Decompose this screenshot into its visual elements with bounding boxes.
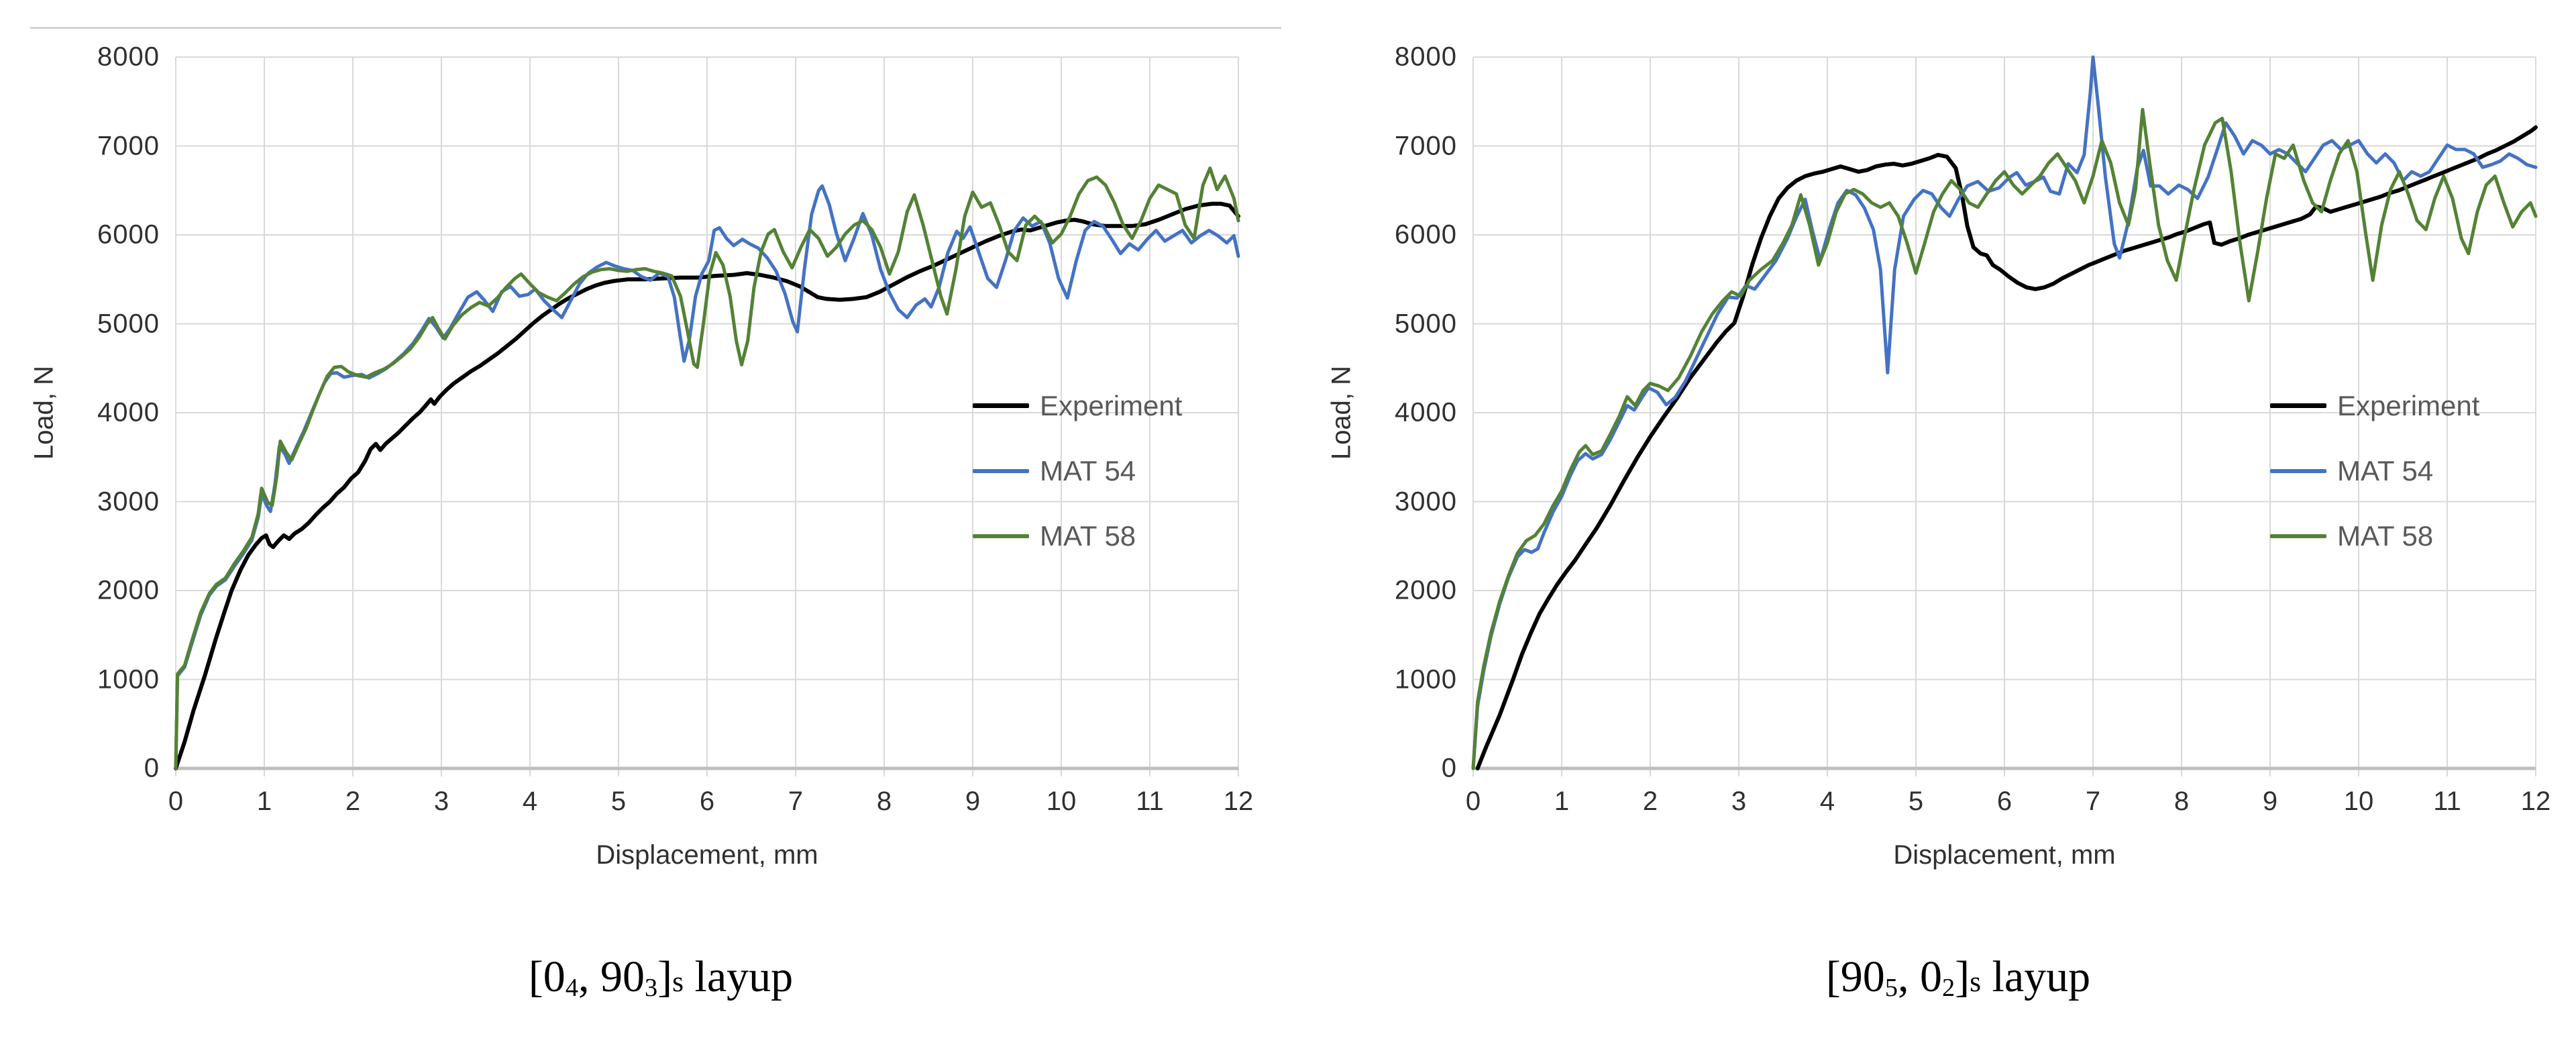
y-tick-label: 1000 [97,664,160,694]
x-tick-label: 8 [2174,787,2190,816]
chart-panel-left: Load, N 0 1000 2000 3000 4000 5000 6000 7000 800… [0,0,1279,1061]
plot-area [174,56,1240,776]
x-tick-label: 10 [2343,787,2374,816]
y-tick-label: 1000 [1395,664,1457,694]
x-tick-label: 10 [1046,787,1077,816]
x-tick-label: 9 [965,787,981,816]
x-axis-tick-labels: 0 1 2 3 4 5 6 7 8 9 10 11 12 [168,787,1253,820]
x-tick-label: 12 [1223,787,1254,816]
legend-line-swatch [973,403,1029,408]
legend-label: MAT 54 [1040,454,1136,487]
x-tick-label: 11 [2433,787,2461,816]
y-tick-label: 2000 [97,575,160,605]
y-tick-label: 5000 [97,309,160,338]
caption-fragment: [0 [528,952,566,1001]
x-tick-label: 2 [345,787,361,816]
chart-caption: [04, 903]s layup [87,952,1234,1003]
x-axis-title: Displacement, mm [1893,840,2116,870]
x-tick-label: 8 [876,787,892,816]
legend-label: MAT 54 [2337,454,2434,487]
legend-item-experiment: Experiment [2270,373,2479,438]
legend-line-swatch [2270,534,2326,538]
x-tick-label: 0 [1465,787,1481,816]
caption-fragment: ] [1955,952,1970,1001]
chart-caption: [905, 02]s layup [1385,952,2532,1003]
y-tick-label: 4000 [97,397,160,427]
top-divider-line [30,27,1281,29]
x-tick-label: 3 [1731,787,1747,816]
series-experiment [174,201,1240,770]
legend-label: MAT 58 [1040,519,1136,552]
caption-fragment: s [1970,966,1982,998]
x-tick-label: 9 [2262,787,2278,816]
legend-label: MAT 58 [2337,519,2434,552]
x-tick-label: 0 [168,787,184,816]
legend-item-mat-54: MAT 54 [973,438,1182,503]
x-tick-label: 1 [256,787,272,816]
legend-line-swatch [2270,468,2326,473]
series-mat-58 [174,166,1240,770]
caption-fragment: 2 [1941,973,1955,1002]
y-tick-label: 4000 [1395,397,1457,427]
legend: Experiment MAT 54 MAT 58 [973,373,1182,568]
caption-fragment: 3 [644,973,658,1002]
y-axis-tick-labels: 0 1000 2000 3000 4000 5000 6000 7000 8000 [1297,42,1457,783]
legend-line-swatch [973,468,1029,473]
caption-fragment: 5 [1884,973,1898,1002]
legend-line-swatch [973,534,1029,538]
y-tick-label: 0 [1441,753,1457,783]
y-tick-label: 5000 [1395,309,1457,338]
x-tick-label: 12 [2520,787,2551,816]
legend-item-mat-54: MAT 54 [2270,438,2479,503]
y-tick-label: 0 [144,753,160,783]
x-tick-label: 7 [2085,787,2101,816]
caption-fragment: , 90 [578,952,645,1001]
y-tick-label: 8000 [97,42,160,72]
y-tick-label: 2000 [1395,575,1457,605]
caption-fragment: , 0 [1897,952,1942,1001]
legend-item-mat-58: MAT 58 [973,503,1182,568]
plot-area [1471,55,2538,776]
series-mat-58 [1471,107,2538,770]
legend-line-swatch [2270,403,2326,408]
x-tick-label: 7 [788,787,804,816]
caption-fragment: [90 [1825,952,1885,1001]
chart-panel-right: Load, N 0 1000 2000 3000 4000 5000 6000 7000 800… [1297,0,2576,1061]
y-tick-label: 3000 [97,487,160,516]
x-tick-label: 2 [1642,787,1658,816]
caption-fragment: s [672,966,684,998]
caption-fragment: 4 [565,973,578,1002]
x-tick-label: 1 [1554,787,1570,816]
y-tick-label: 8000 [1395,42,1457,72]
y-tick-label: 3000 [1395,487,1457,516]
y-tick-label: 6000 [1395,219,1457,250]
series-experiment [1475,125,2538,770]
x-tick-label: 5 [1908,787,1924,816]
legend-label: Experiment [1040,389,1183,421]
x-axis-title: Displacement, mm [596,840,818,870]
x-axis-tick-labels: 0 1 2 3 4 5 6 7 8 9 10 11 12 [1466,787,2551,820]
x-tick-label: 4 [1819,787,1835,816]
x-tick-label: 5 [610,787,627,816]
x-tick-label: 6 [699,787,715,816]
y-axis-tick-labels: 0 1000 2000 3000 4000 5000 6000 7000 8000 [0,42,160,783]
legend-label: Experiment [2337,389,2480,421]
legend: Experiment MAT 54 MAT 58 [2270,373,2479,568]
y-tick-label: 7000 [1395,131,1457,160]
y-tick-label: 7000 [97,131,160,160]
caption-fragment: ] [657,952,673,1001]
x-tick-label: 4 [522,787,538,816]
caption-fragment: layup [1981,952,2091,1001]
x-tick-label: 11 [1136,787,1164,816]
y-tick-label: 6000 [97,219,160,250]
legend-item-experiment: Experiment [973,373,1182,438]
x-tick-label: 3 [433,787,449,816]
x-tick-label: 6 [1996,787,2012,816]
legend-item-mat-58: MAT 58 [2270,503,2479,568]
caption-fragment: layup [684,952,794,1001]
